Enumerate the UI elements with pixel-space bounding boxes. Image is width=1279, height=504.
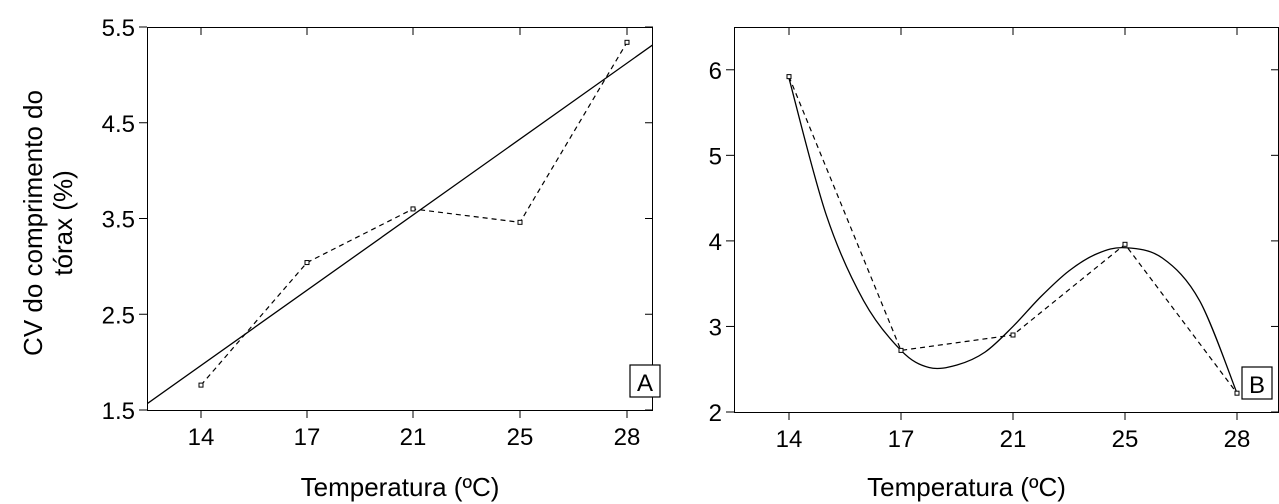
x-axis-title: Temperatura (ºC) [301, 472, 500, 502]
y-axis-label-line2: tórax (%) [48, 170, 78, 275]
x-tick-label: 25 [1112, 426, 1139, 453]
data-point [1234, 390, 1240, 396]
data-point [624, 39, 630, 45]
plot-frame [734, 27, 1279, 413]
panel-label: A [637, 370, 653, 397]
y-tick-label: 5.5 [102, 15, 135, 42]
panel-a: 1.5 2.5 3.5 4.5 5.5 14 17 21 25 28 Temperatura (ºC… [102, 15, 661, 502]
y-axis-label-line1: CV do comprimento do [18, 90, 48, 356]
y-tick-label: 4.5 [102, 111, 135, 138]
plot-frame [147, 27, 653, 411]
x-tick-label: 17 [888, 426, 915, 453]
data-point [1122, 241, 1128, 247]
y-tick-label: 2.5 [102, 302, 135, 329]
data-point [198, 382, 204, 388]
x-tick-label: 14 [188, 424, 215, 451]
x-tick-label: 28 [1224, 426, 1251, 453]
x-tick-label: 17 [294, 424, 321, 451]
y-tick-label: 1.5 [102, 398, 135, 425]
data-point [304, 260, 310, 266]
y-tick-label: 3.5 [102, 207, 135, 234]
data-point [786, 74, 792, 80]
x-tick-label: 14 [776, 426, 803, 453]
observed-line [788, 76, 1238, 394]
y-tick-label: 3 [709, 314, 722, 341]
x-tick-label: 21 [1000, 426, 1027, 453]
panel-label-box [629, 364, 661, 398]
x-tick-label: 21 [400, 424, 427, 451]
x-tick-label: 28 [614, 424, 641, 451]
data-point [410, 206, 416, 212]
y-tick-label: 6 [709, 58, 722, 85]
data-point [517, 219, 523, 225]
data-point [1010, 332, 1016, 338]
y-tick-label: 5 [709, 143, 722, 170]
panel-label-box [1241, 366, 1273, 400]
x-tick-label: 25 [507, 424, 534, 451]
panel-label: B [1249, 372, 1265, 399]
fit-line [788, 78, 1238, 394]
y-tick-label: 2 [709, 400, 722, 427]
fit-line [147, 43, 653, 405]
y-tick-label: 4 [709, 229, 722, 256]
panel-b: 2 3 4 5 6 14 17 21 25 28 Temperatura (ºC) B [709, 27, 1279, 502]
x-axis-title: Temperatura (ºC) [867, 472, 1066, 502]
data-point [898, 347, 904, 353]
